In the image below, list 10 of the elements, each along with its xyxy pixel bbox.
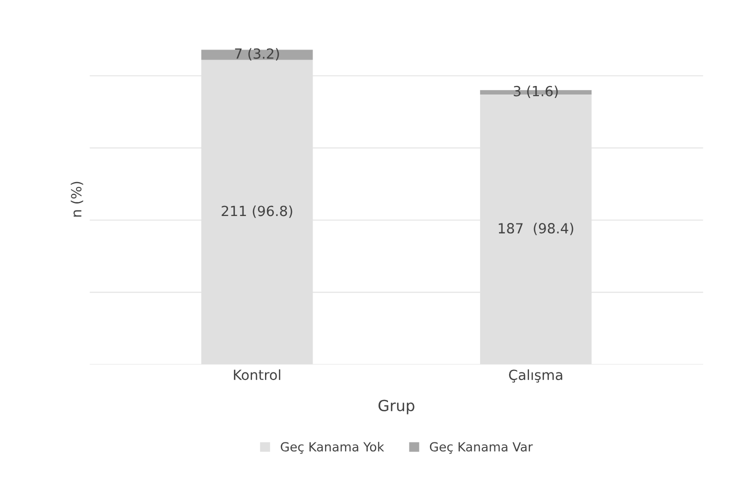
x-tick-label: Kontrol: [234, 369, 280, 380]
bar: [201, 50, 313, 60]
y-axis-title: n (%): [70, 182, 84, 217]
data-label: 187 (98.4): [498, 222, 574, 236]
data-label: 7 (3.2): [235, 48, 279, 60]
legend-label: Geç Kanama Yok: [280, 442, 384, 454]
x-axis-title: Grup: [378, 400, 414, 414]
x-tick-label: Çalışma: [509, 369, 562, 383]
legend-label: Geç Kanama Var: [430, 442, 533, 454]
data-label: 211 (96.8): [222, 205, 292, 218]
